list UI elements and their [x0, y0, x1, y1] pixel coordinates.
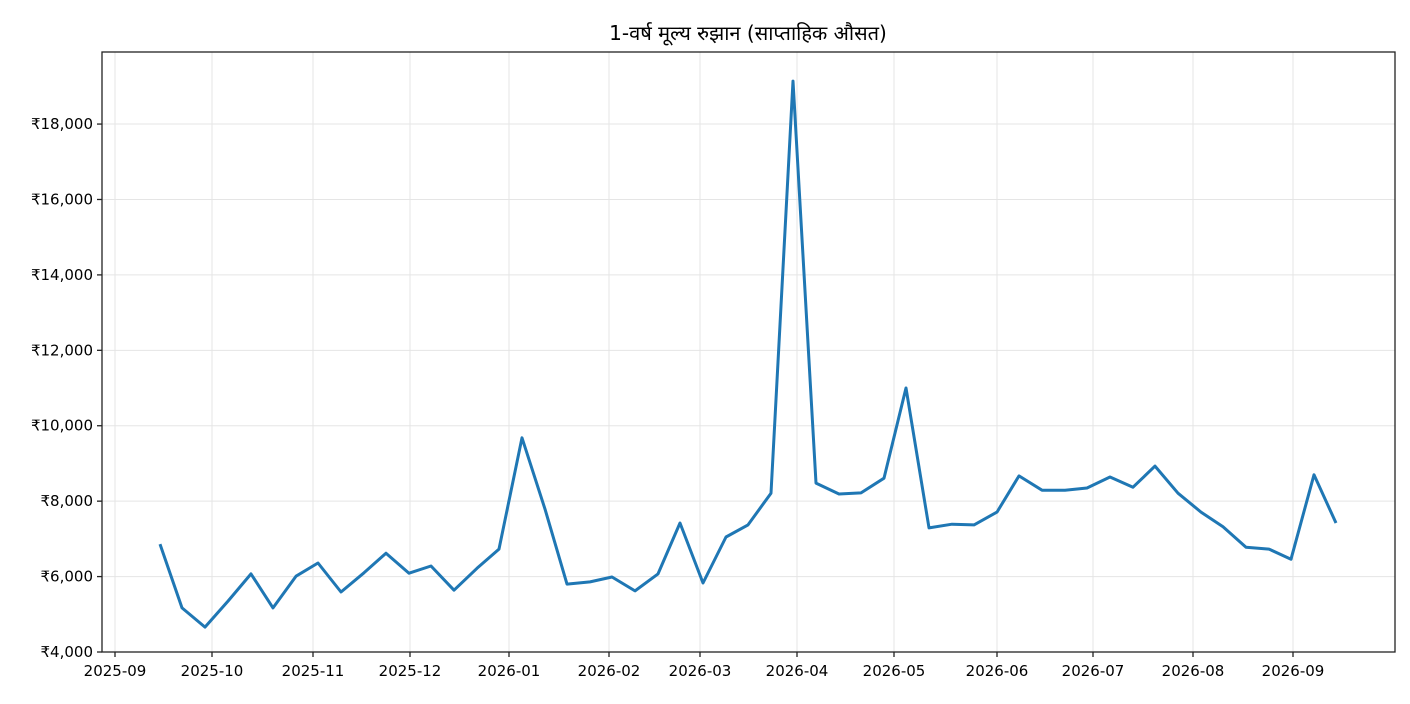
y-tick-label: ₹12,000 [31, 341, 93, 359]
chart-title: 1-वर्ष मूल्य रुझान (साप्ताहिक औसत) [609, 21, 887, 46]
y-tick-label: ₹6,000 [41, 568, 94, 586]
x-tick-label: 2026-05 [863, 662, 926, 680]
x-tick-label: 2026-08 [1162, 662, 1225, 680]
y-axis: ₹4,000 ₹6,000 ₹8,000 ₹10,000 ₹12,000 ₹14,000 ₹… [31, 115, 102, 661]
plot-area-frame [101, 51, 1396, 653]
x-tick-label: 2026-09 [1262, 662, 1325, 680]
y-tick-label: ₹4,000 [41, 643, 94, 661]
x-tick-label: 2026-04 [766, 662, 829, 680]
x-tick-label: 2025-09 [84, 662, 147, 680]
x-tick-label: 2025-11 [282, 662, 345, 680]
y-tick-label: ₹18,000 [31, 115, 93, 133]
y-tick-label: ₹10,000 [31, 417, 93, 435]
y-tick-label: ₹16,000 [31, 190, 93, 208]
x-axis: 2025-09 2025-10 2025-11 2025-12 2026-01 2026-… [84, 652, 1325, 680]
y-tick-label: ₹8,000 [41, 492, 94, 510]
x-tick-label: 2026-07 [1062, 662, 1125, 680]
x-tick-label: 2025-12 [379, 662, 442, 680]
grid [102, 52, 1395, 653]
series-layer [158, 79, 1338, 629]
y-tick-label: ₹14,000 [31, 266, 93, 284]
price-trend-line [158, 79, 1338, 629]
x-tick-label: 2026-06 [966, 662, 1029, 680]
x-tick-label: 2026-03 [669, 662, 732, 680]
x-tick-label: 2026-02 [578, 662, 641, 680]
x-tick-label: 2025-10 [181, 662, 244, 680]
x-tick-label: 2026-01 [478, 662, 541, 680]
